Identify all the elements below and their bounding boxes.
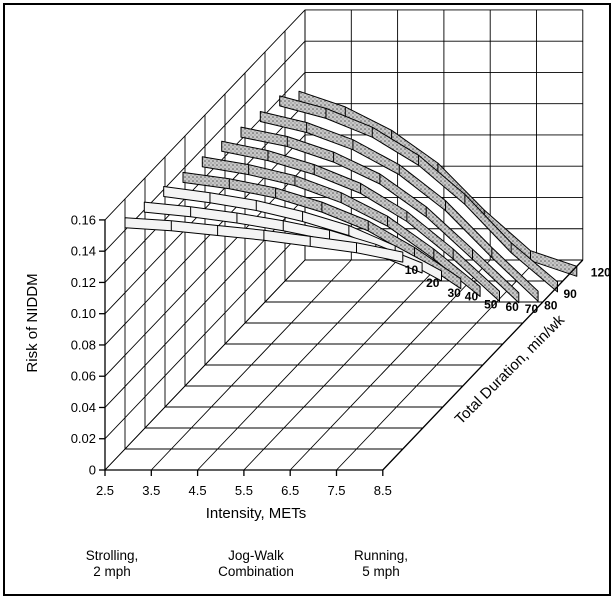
y-tick-label-4: 0.08 — [71, 337, 96, 352]
x-tick-label-1: 3.5 — [142, 483, 160, 498]
series-label-60: 60 — [506, 300, 520, 314]
x-tick-label-6: 8.5 — [374, 483, 392, 498]
series-label-80: 80 — [544, 298, 558, 312]
y-tick-label-7: 0.14 — [71, 244, 96, 259]
x-axis-label: Intensity, METs — [206, 505, 307, 522]
axis-layer: 0 0.02 0.04 0.06 0.08 0.10 0.12 0.14 0.16 2.5 3.5 4… — [71, 212, 583, 498]
x-tick-label-5: 7.5 — [327, 483, 345, 498]
series-label-50: 50 — [484, 298, 498, 312]
series-label-10: 10 — [405, 263, 419, 277]
y-axis-label: Risk of NIDDM — [24, 273, 41, 372]
series-label-90: 90 — [564, 287, 578, 301]
x-tick-label-2: 4.5 — [189, 483, 207, 498]
y-tick-label-1: 0.02 — [71, 431, 96, 446]
y-tick-label-5: 0.10 — [71, 306, 96, 321]
y-tick-label-2: 0.04 — [71, 400, 96, 415]
annotation-jogwalk-line2: Combination — [218, 564, 294, 579]
x-tick-label-3: 5.5 — [235, 483, 253, 498]
y-tick-label-0: 0 — [89, 463, 96, 478]
y-tick-label-3: 0.06 — [71, 369, 96, 384]
annotation-strolling-line2: 2 mph — [93, 564, 131, 579]
annotation-running-line1: Running, — [354, 548, 408, 563]
series-label-40: 40 — [465, 290, 479, 304]
y-tick-label-6: 0.12 — [71, 275, 96, 290]
series-label-30: 30 — [448, 286, 462, 300]
x-tick-label-4: 6.5 — [281, 483, 299, 498]
annotation-strolling-line1: Strolling, — [86, 548, 139, 563]
y-tick-label-8: 0.16 — [71, 212, 96, 227]
series-label-120: 120 — [591, 265, 611, 279]
z-axis-label: Total Duration, min/wk — [452, 311, 569, 428]
x-tick-label-0: 2.5 — [96, 483, 114, 498]
annotation-running-line2: 5 mph — [362, 564, 400, 579]
annotation-jogwalk-line1: Jog-Walk — [228, 548, 284, 563]
series-label-20: 20 — [426, 276, 440, 290]
